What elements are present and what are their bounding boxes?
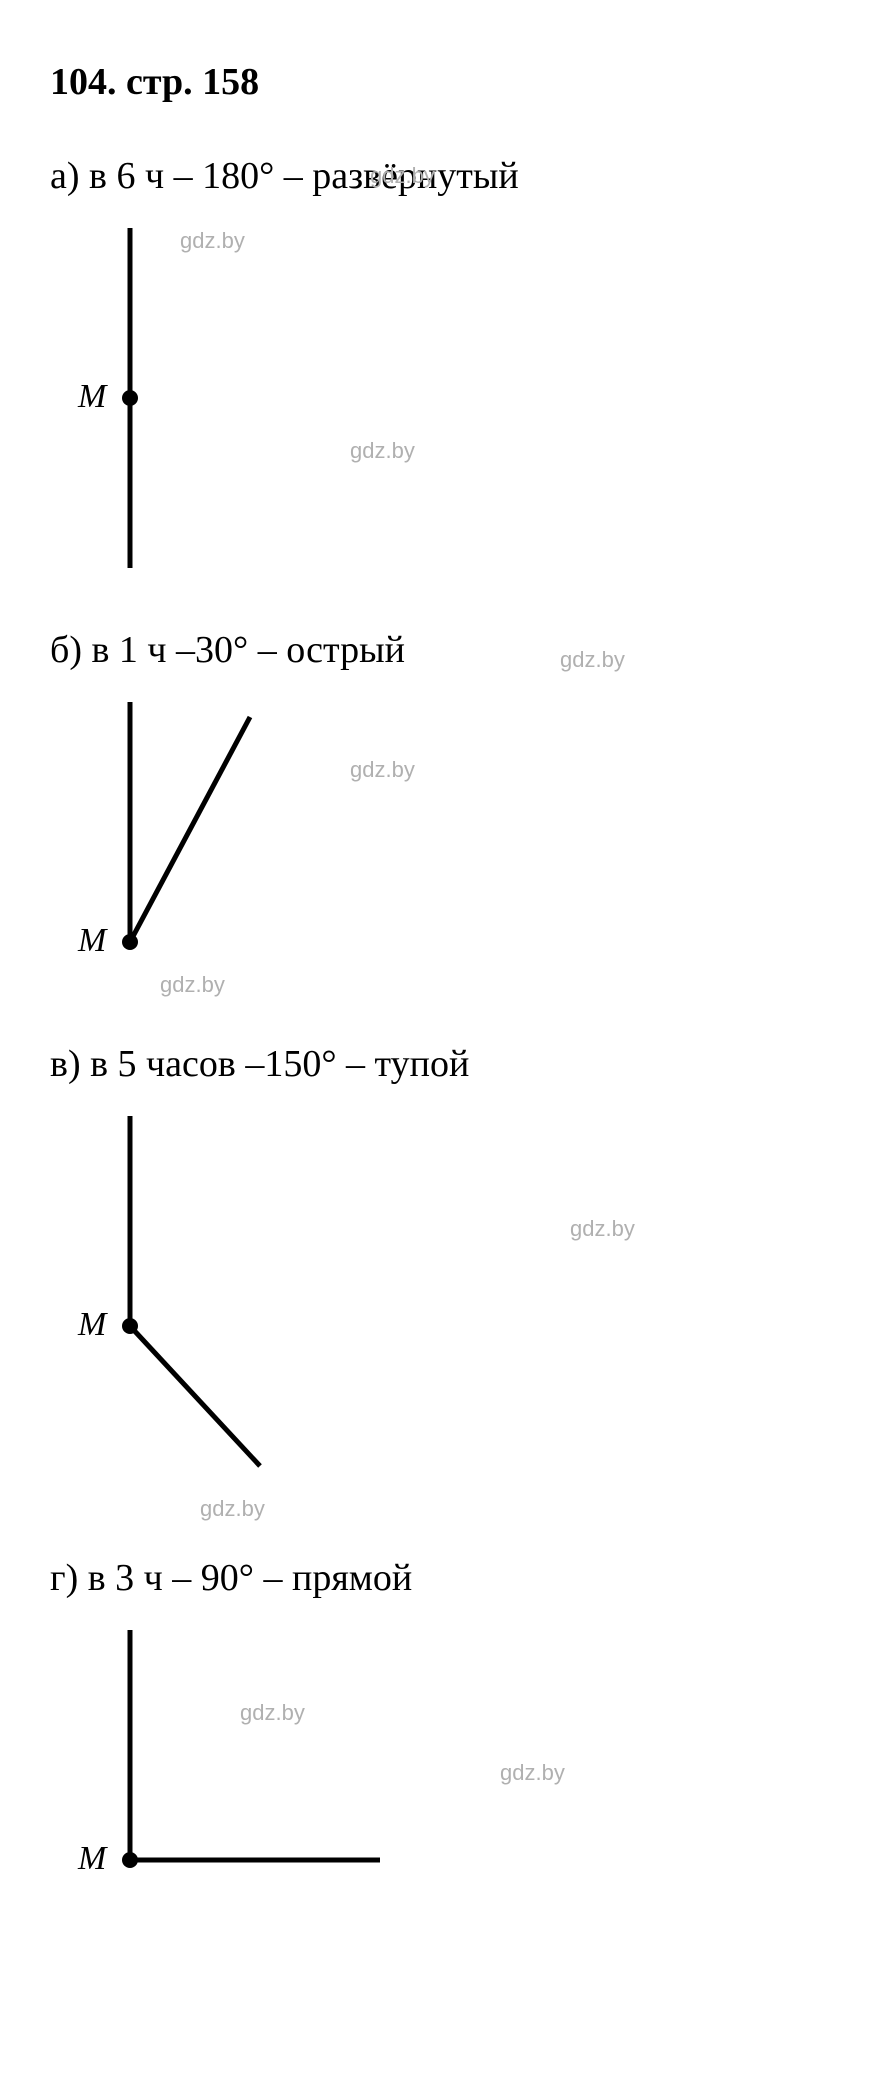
diagram-d-svg (70, 1620, 420, 1890)
diagram-b-svg (70, 692, 320, 972)
section-c-label: в) в 5 часов –150° – тупой (50, 1042, 844, 1086)
watermark: gdz.by (570, 1216, 635, 1242)
watermark: gdz.by (350, 757, 415, 783)
diagram-d-container: gdz.by gdz.by M (70, 1620, 844, 1900)
watermark: gdz.by (370, 163, 435, 189)
section-c: в) в 5 часов –150° – тупой gdz.by gdz.by… (50, 1042, 844, 1526)
point-label-b: M (78, 922, 106, 960)
watermark: gdz.by (240, 1700, 305, 1726)
watermark: gdz.by (500, 1760, 565, 1786)
page-title: 104. стр. 158 (50, 60, 844, 104)
watermark: gdz.by (180, 228, 245, 254)
point-label-d: M (78, 1840, 106, 1878)
watermark: gdz.by (560, 647, 625, 673)
diagram-c-svg (70, 1106, 370, 1486)
watermark: gdz.by (160, 972, 225, 998)
diagram-c-container: gdz.by gdz.by M (70, 1106, 844, 1526)
section-d: г) в 3 ч – 90° – прямой gdz.by gdz.by M (50, 1556, 844, 1900)
point-label-a: M (78, 378, 106, 416)
section-b: б) в 1 ч –30° – острый gdz.by gdz.by gdz… (50, 628, 844, 1012)
point-label-c: M (78, 1306, 106, 1344)
section-a-label: а) в 6 ч – 180° – развёрнутый (50, 154, 844, 198)
section-b-label: б) в 1 ч –30° – острый (50, 628, 844, 672)
section-a: а) в 6 ч – 180° – развёрнутый gdz.by gdz… (50, 154, 844, 598)
diagram-a-container: gdz.by gdz.by gdz.by M (70, 218, 844, 598)
diagram-b-container: gdz.by gdz.by gdz.by M (70, 692, 844, 1012)
section-d-label: г) в 3 ч – 90° – прямой (50, 1556, 844, 1600)
watermark: gdz.by (350, 438, 415, 464)
watermark: gdz.by (200, 1496, 265, 1522)
